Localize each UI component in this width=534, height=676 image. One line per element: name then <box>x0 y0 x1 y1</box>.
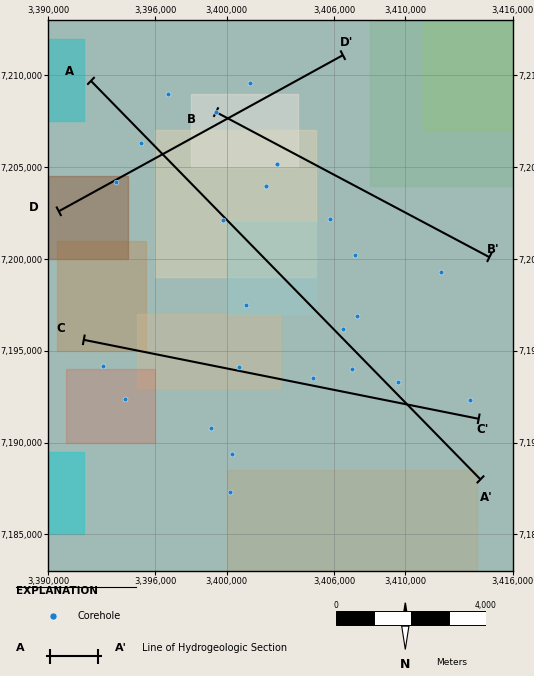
Text: D': D' <box>340 36 353 49</box>
Text: A: A <box>16 643 25 653</box>
Bar <box>66 369 155 443</box>
Text: A: A <box>65 65 74 78</box>
Text: EXPLANATION: EXPLANATION <box>16 586 98 596</box>
Text: A': A' <box>480 491 492 504</box>
Text: B: B <box>186 113 195 126</box>
Text: 0: 0 <box>334 601 339 610</box>
Bar <box>155 130 316 277</box>
Bar <box>227 222 316 314</box>
Point <box>133 583 139 591</box>
Bar <box>227 470 477 571</box>
Bar <box>191 94 298 167</box>
Text: Line of Hydrogeologic Section: Line of Hydrogeologic Section <box>142 643 287 653</box>
Bar <box>411 611 449 625</box>
Text: C': C' <box>476 423 489 436</box>
Text: Meters: Meters <box>436 658 467 667</box>
Text: A': A' <box>115 643 127 653</box>
Polygon shape <box>402 603 409 626</box>
Bar <box>423 20 513 130</box>
Polygon shape <box>402 626 409 650</box>
Bar <box>374 611 411 625</box>
Bar <box>137 314 280 387</box>
Text: B': B' <box>486 243 499 256</box>
Text: C: C <box>56 322 65 335</box>
Text: Corehole: Corehole <box>77 611 121 621</box>
Text: 4,000: 4,000 <box>475 601 497 610</box>
Bar <box>449 611 486 625</box>
Bar <box>57 241 146 351</box>
Text: D: D <box>29 201 38 214</box>
Point <box>13 583 19 591</box>
Bar <box>370 20 513 186</box>
Text: N: N <box>400 658 411 671</box>
Bar <box>39 452 84 535</box>
Bar <box>48 176 129 259</box>
Bar <box>39 39 84 121</box>
Bar <box>336 611 374 625</box>
